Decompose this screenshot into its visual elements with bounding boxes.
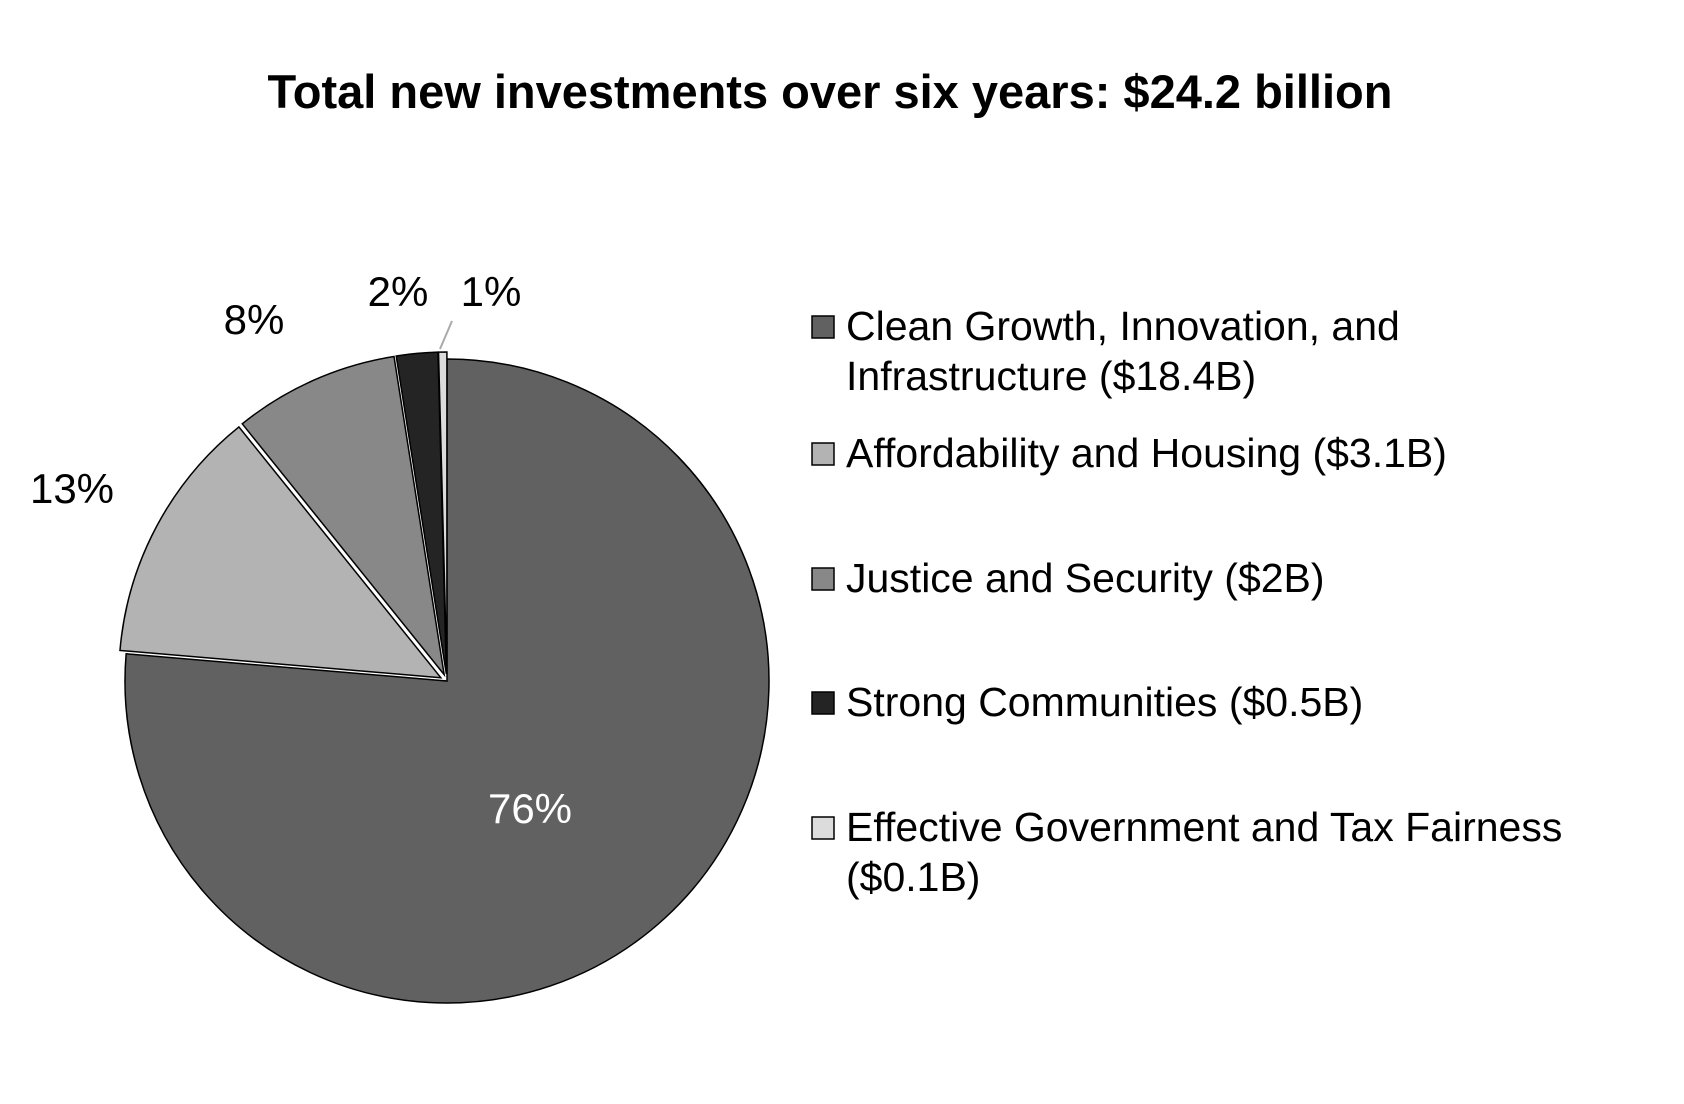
legend-item: Affordability and Housing ($3.1B): [811, 430, 1447, 476]
slice-labels: 76% 13% 8% 2% 1%: [30, 268, 572, 832]
legend-label: Affordability and Housing ($3.1B): [846, 430, 1447, 476]
legend-item: Strong Communities ($0.5B): [811, 679, 1363, 725]
pie-slice: [437, 351, 448, 675]
pie-slice: [241, 355, 446, 678]
legend-label: Infrastructure ($18.4B): [846, 353, 1256, 399]
legend-swatch: [811, 315, 835, 339]
legend-label: Justice and Security ($2B): [846, 555, 1325, 601]
legend-item: Clean Growth, Innovation, andInfrastruct…: [811, 303, 1400, 399]
legend-label: Clean Growth, Innovation, and: [846, 303, 1400, 349]
pie-slice: [124, 358, 770, 1004]
legend-swatch: [811, 816, 835, 840]
pie-slice: [119, 425, 443, 679]
leader-line: [439, 320, 453, 350]
slice-percent-label: 13%: [30, 465, 114, 512]
legend-item: Justice and Security ($2B): [811, 555, 1325, 601]
legend-label: Strong Communities ($0.5B): [846, 679, 1363, 725]
legend-swatch: [811, 691, 835, 715]
slice-percent-label: 2%: [368, 268, 429, 315]
legend-swatch: [811, 442, 835, 466]
legend-label: Effective Government and Tax Fairness: [846, 804, 1562, 850]
legend-label: ($0.1B): [846, 854, 980, 900]
legend-item: Effective Government and Tax Fairness($0…: [811, 804, 1562, 900]
legend: Clean Growth, Innovation, andInfrastruct…: [811, 303, 1562, 900]
slice-percent-label: 1%: [461, 268, 522, 315]
legend-swatch: [811, 567, 835, 591]
slice-percent-label: 8%: [224, 296, 285, 343]
slice-percent-label: 76%: [488, 785, 572, 832]
chart-title: Total new investments over six years: $2…: [268, 65, 1393, 118]
pie-slices: [119, 351, 770, 1004]
